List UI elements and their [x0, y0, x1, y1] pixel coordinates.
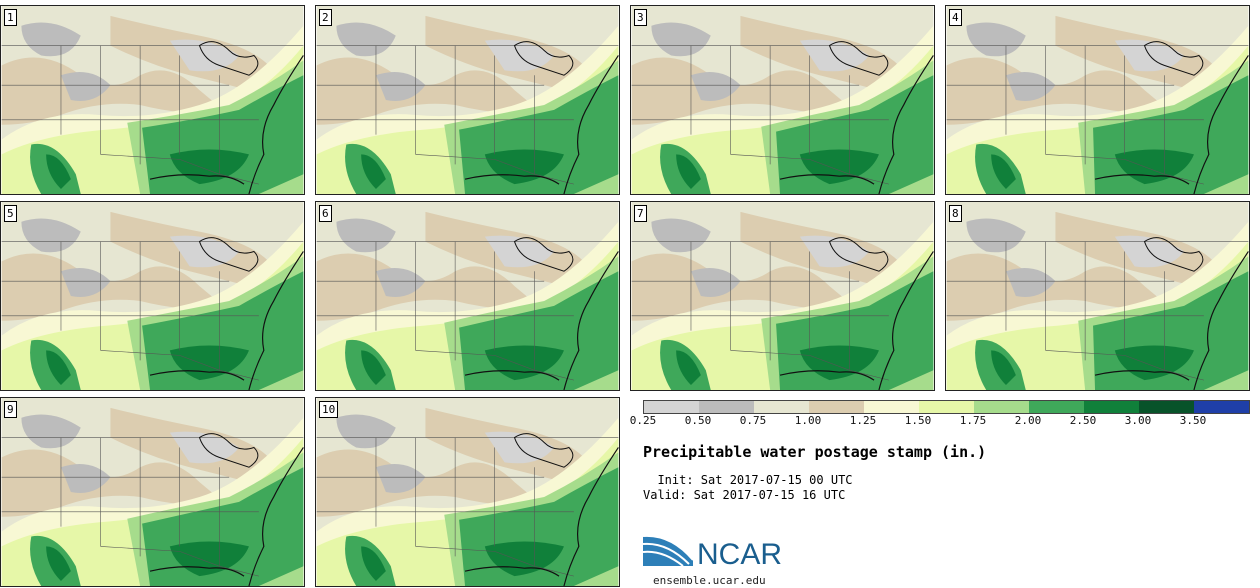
- colorbar-tick-label: 0.25: [629, 414, 657, 427]
- page-title: Precipitable water postage stamp (in.): [643, 443, 987, 461]
- colorbar-legend: [643, 400, 1250, 414]
- precipitable-water-map: [1, 398, 304, 586]
- member-number-label: 3: [634, 9, 647, 26]
- colorbar-segment: [1084, 401, 1139, 413]
- ncar-logo: NCAR: [642, 530, 803, 574]
- init-time: Init: Sat 2017-07-15 00 UTC: [643, 473, 853, 487]
- colorbar-tick-label: 3.50: [1179, 414, 1207, 427]
- colorbar-tick-label: 1.75: [959, 414, 987, 427]
- postage-stamp-map: 10: [315, 397, 620, 587]
- precipitable-water-map: [946, 6, 1249, 194]
- colorbar-tick-label: 0.50: [684, 414, 712, 427]
- colorbar-segment: [919, 401, 974, 413]
- precipitable-water-map: [316, 6, 619, 194]
- member-number-label: 1: [4, 9, 17, 26]
- colorbar-segment: [1029, 401, 1084, 413]
- precipitable-water-map: [946, 202, 1249, 390]
- precipitable-water-map: [316, 398, 619, 586]
- member-number-label: 5: [4, 205, 17, 222]
- colorbar-segment: [1139, 401, 1194, 413]
- postage-stamp-map: 7: [630, 201, 935, 391]
- colorbar-tick-label: 1.50: [904, 414, 932, 427]
- postage-stamp-map: 5: [0, 201, 305, 391]
- site-url: ensemble.ucar.edu: [653, 574, 766, 587]
- colorbar-tick-label: 2.50: [1069, 414, 1097, 427]
- colorbar-segment: [864, 401, 919, 413]
- member-number-label: 9: [4, 401, 17, 418]
- precipitable-water-map: [1, 6, 304, 194]
- colorbar-tick-label: 2.00: [1014, 414, 1042, 427]
- postage-stamp-map: 9: [0, 397, 305, 587]
- colorbar-tick-label: 3.00: [1124, 414, 1152, 427]
- ncar-wordmark: NCAR: [697, 538, 783, 571]
- postage-stamp-map: 4: [945, 5, 1250, 195]
- ncar-swoosh-icon: [642, 534, 694, 567]
- colorbar-segment: [1194, 401, 1249, 413]
- colorbar-segment: [974, 401, 1029, 413]
- precipitable-water-map: [631, 202, 934, 390]
- precipitable-water-map: [316, 202, 619, 390]
- member-number-label: 10: [319, 401, 339, 418]
- member-number-label: 4: [949, 9, 962, 26]
- colorbar-segment: [754, 401, 809, 413]
- precipitable-water-map: [631, 6, 934, 194]
- postage-stamp-map: 2: [315, 5, 620, 195]
- valid-time: Valid: Sat 2017-07-15 16 UTC: [643, 488, 846, 502]
- colorbar-segment: [809, 401, 864, 413]
- postage-stamp-map: 8: [945, 201, 1250, 391]
- member-number-label: 7: [634, 205, 647, 222]
- postage-stamp-map: 3: [630, 5, 935, 195]
- member-number-label: 6: [319, 205, 332, 222]
- colorbar-segment: [699, 401, 754, 413]
- colorbar-segment: [644, 401, 699, 413]
- colorbar-tick-label: 1.25: [849, 414, 877, 427]
- precipitable-water-map: [1, 202, 304, 390]
- member-number-label: 8: [949, 205, 962, 222]
- member-number-label: 2: [319, 9, 332, 26]
- colorbar-tick-label: 1.00: [794, 414, 822, 427]
- postage-stamp-map: 1: [0, 5, 305, 195]
- colorbar-tick-label: 0.75: [739, 414, 767, 427]
- postage-stamp-map: 6: [315, 201, 620, 391]
